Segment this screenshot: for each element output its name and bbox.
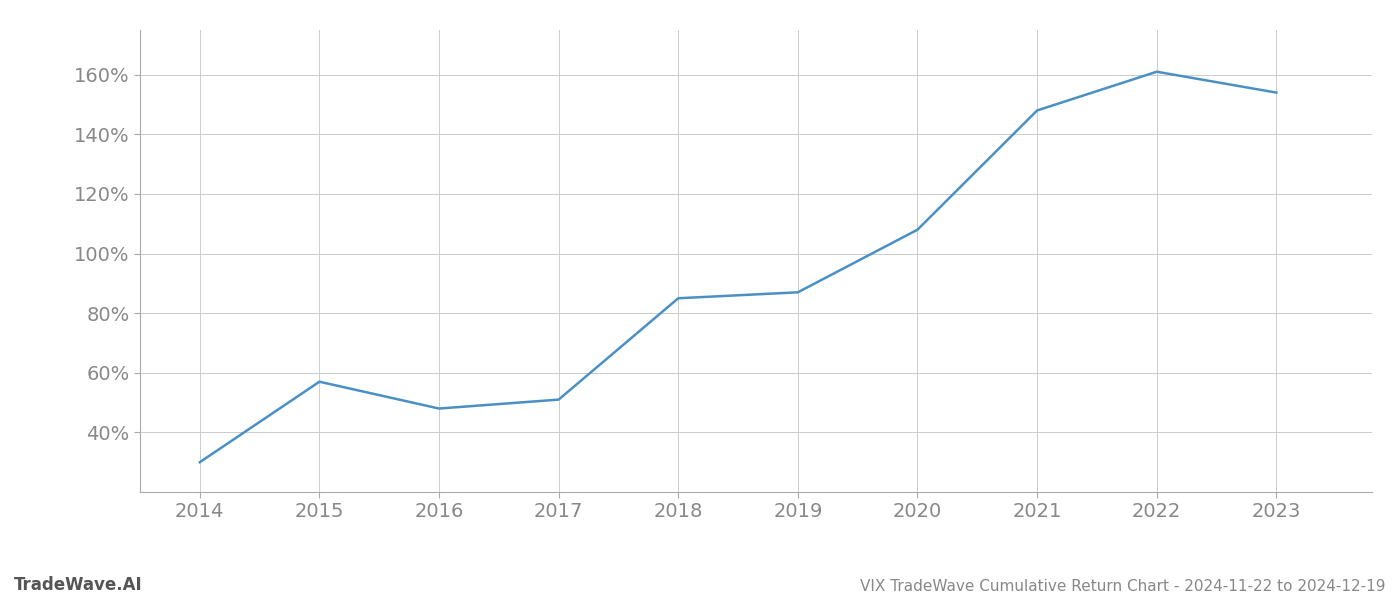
Text: TradeWave.AI: TradeWave.AI	[14, 576, 143, 594]
Text: VIX TradeWave Cumulative Return Chart - 2024-11-22 to 2024-12-19: VIX TradeWave Cumulative Return Chart - …	[861, 579, 1386, 594]
